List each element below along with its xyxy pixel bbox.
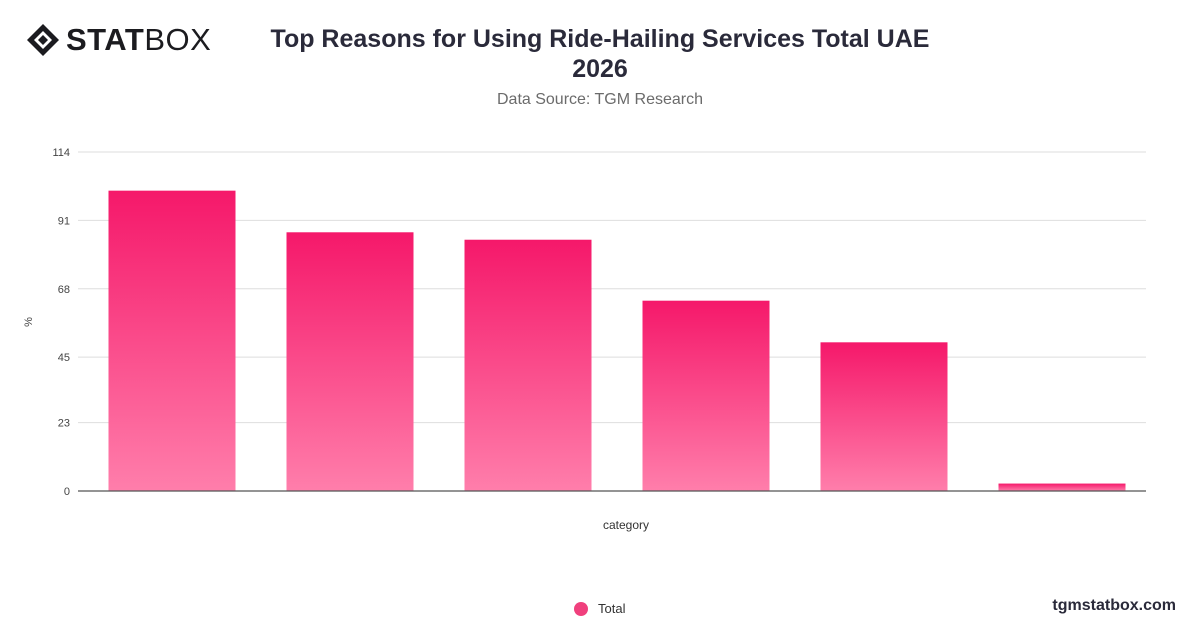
legend-marker	[574, 601, 588, 616]
diamond-logo-icon	[27, 24, 59, 56]
legend-label: Total	[598, 601, 626, 616]
footer-site: tgmstatbox.com	[1052, 597, 1176, 614]
bar	[108, 190, 236, 491]
bar	[820, 342, 948, 491]
x-axis-label: category	[603, 518, 649, 532]
y-tick-label: 68	[58, 284, 70, 296]
y-tick-label: 114	[52, 147, 70, 159]
bar	[642, 300, 770, 491]
chart-title-line1: Top Reasons for Using Ride-Hailing Servi…	[270, 25, 930, 53]
bar	[286, 232, 414, 491]
y-tick-label: 23	[58, 418, 70, 430]
bar	[464, 239, 592, 491]
logo-text-light: BOX	[144, 22, 212, 57]
y-tick-label: 91	[58, 215, 70, 227]
statbox-logo: STATBOX	[26, 22, 211, 58]
chart-title: Top Reasons for Using Ride-Hailing Servi…	[250, 24, 950, 84]
logo-text-bold: STAT	[66, 22, 145, 57]
logo-text: STATBOX	[66, 22, 211, 58]
bar	[998, 483, 1126, 491]
chart-subtitle: Data Source: TGM Research	[496, 91, 703, 108]
chart-title-line2: 2026	[572, 55, 628, 83]
y-tick-label: 45	[58, 352, 70, 364]
y-tick-label: 0	[64, 486, 70, 498]
y-axis-label: %	[23, 317, 35, 327]
legend[interactable]: Total	[574, 601, 625, 616]
